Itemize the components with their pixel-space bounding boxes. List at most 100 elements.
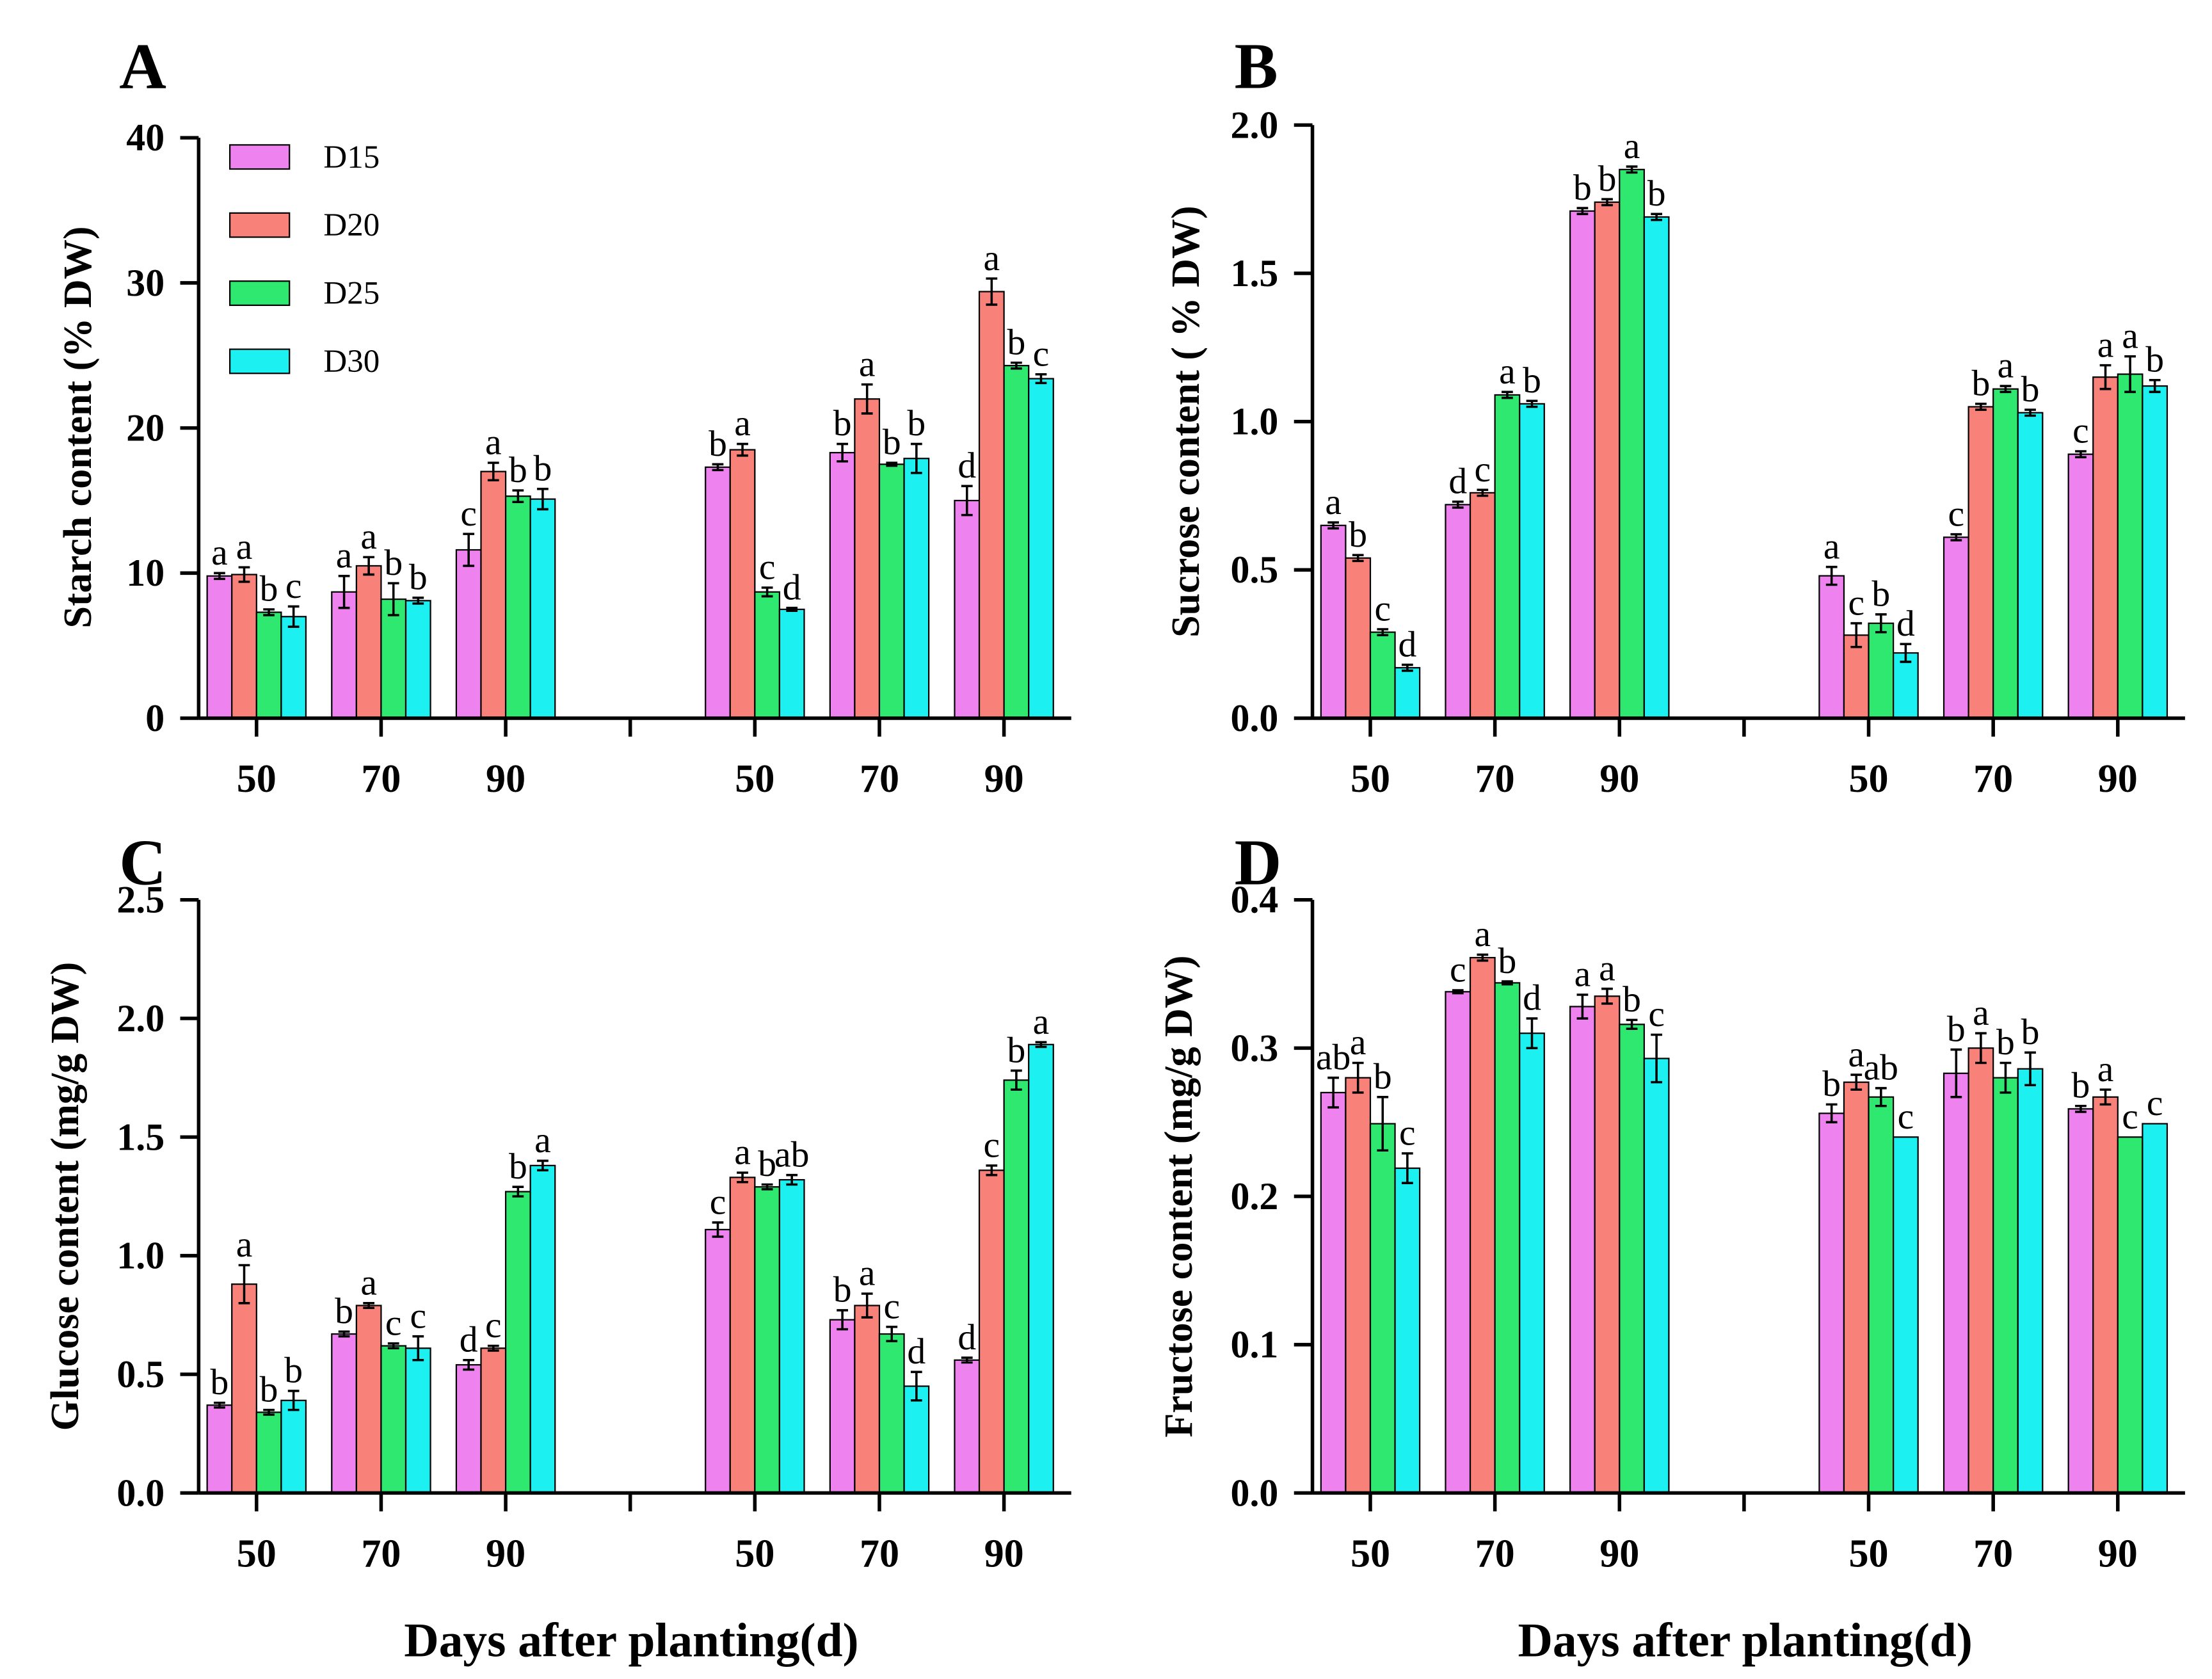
bar-d30 bbox=[1643, 1057, 1670, 1494]
significance-letter: a bbox=[859, 344, 876, 384]
significance-letter: b bbox=[534, 449, 552, 489]
y-tick-label: 2.5 bbox=[116, 879, 164, 921]
y-tick-label: 0.0 bbox=[1231, 1472, 1279, 1514]
x-tick-label: 70 bbox=[860, 1532, 899, 1576]
x-tick-label: 70 bbox=[361, 757, 401, 801]
bar-d20 bbox=[729, 449, 756, 719]
x-tick-label: 90 bbox=[2098, 1532, 2138, 1576]
significance-letter: b bbox=[833, 403, 852, 444]
significance-letter: c bbox=[1475, 449, 1491, 490]
bar-d30 bbox=[1519, 403, 1545, 719]
x-tick-label: 90 bbox=[2098, 757, 2138, 801]
y-tick-label: 0.5 bbox=[1231, 549, 1279, 591]
bar-d15 bbox=[331, 1333, 357, 1494]
significance-letter: b bbox=[509, 1146, 527, 1187]
panel-label-d: D bbox=[1235, 826, 1282, 899]
bar-d30 bbox=[778, 608, 805, 719]
bar-d20 bbox=[978, 291, 1005, 719]
significance-letter: b bbox=[1007, 322, 1025, 362]
significance-letter: b bbox=[1573, 168, 1592, 208]
bar-d25 bbox=[2117, 373, 2144, 719]
bar-d15 bbox=[829, 1319, 856, 1494]
significance-letter: d bbox=[460, 1319, 478, 1360]
significance-letter: a bbox=[1998, 346, 2014, 386]
x-axis-title-d: Days after planting(d) bbox=[1518, 1614, 1972, 1667]
significance-letter: a bbox=[1325, 482, 1342, 522]
significance-letter: b bbox=[1498, 941, 1517, 981]
bar-d20 bbox=[2092, 1096, 2119, 1494]
legend-swatch-d30 bbox=[229, 348, 291, 374]
y-tick-label: 30 bbox=[126, 262, 164, 304]
bar-d20 bbox=[480, 470, 507, 719]
bar-d25 bbox=[1369, 1123, 1396, 1494]
panel-label-b: B bbox=[1235, 31, 1278, 103]
significance-letter: c bbox=[1399, 1113, 1416, 1153]
x-tick-label: 90 bbox=[984, 757, 1024, 801]
significance-letter: b bbox=[1822, 1064, 1841, 1104]
bar-d30 bbox=[280, 616, 307, 719]
bar-d30 bbox=[1394, 667, 1421, 719]
bar-d25 bbox=[754, 591, 781, 719]
y-axis-title-a: Starch content (% DW) bbox=[56, 227, 100, 629]
bar-d25 bbox=[1494, 394, 1521, 719]
bar-d20 bbox=[1469, 492, 1496, 719]
bar-d20 bbox=[355, 1305, 382, 1494]
significance-letter: a bbox=[360, 517, 377, 557]
bar-d25 bbox=[1003, 365, 1030, 719]
significance-letter: b bbox=[284, 1351, 303, 1391]
x-tick-label: 90 bbox=[1599, 1532, 1639, 1576]
y-tick-label: 0.1 bbox=[1231, 1324, 1279, 1366]
bar-d20 bbox=[1594, 201, 1621, 719]
bar-d25 bbox=[2117, 1136, 2144, 1494]
significance-letter: b bbox=[335, 1291, 353, 1331]
x-tick-label: 70 bbox=[1973, 1532, 2013, 1576]
x-tick-label: 70 bbox=[1973, 757, 2013, 801]
bar-d20 bbox=[1469, 956, 1496, 1494]
bar-d15 bbox=[1569, 210, 1596, 719]
bar-d15 bbox=[1445, 504, 1471, 719]
bar-d20 bbox=[231, 574, 257, 719]
bar-d30 bbox=[405, 1347, 431, 1494]
significance-letter: a bbox=[236, 1225, 253, 1265]
y-tick-label: 1.0 bbox=[1231, 401, 1279, 443]
significance-letter: c bbox=[485, 1305, 502, 1346]
significance-letter: ab bbox=[774, 1134, 809, 1175]
significance-letter: c bbox=[1848, 582, 1864, 623]
significance-letter: b bbox=[1971, 364, 1990, 404]
y-tick-label: 0.4 bbox=[1231, 879, 1279, 921]
bar-d15 bbox=[829, 452, 856, 719]
significance-letter: b bbox=[1996, 1022, 2015, 1063]
bar-d15 bbox=[1943, 536, 1969, 719]
legend: D15 D20 D25 D30 bbox=[229, 140, 380, 380]
bar-d30 bbox=[1028, 378, 1054, 719]
significance-letter: b bbox=[2072, 1065, 2090, 1105]
significance-letter: a bbox=[2122, 316, 2138, 356]
significance-letter: c bbox=[1648, 994, 1665, 1034]
significance-letter: c bbox=[1374, 589, 1391, 629]
x-tick-label: 50 bbox=[1350, 1532, 1390, 1576]
significance-letter: d bbox=[907, 1331, 926, 1372]
y-tick-label: 10 bbox=[126, 552, 164, 594]
significance-letter: a bbox=[236, 527, 253, 567]
significance-letter: b bbox=[709, 424, 727, 464]
significance-letter: b bbox=[907, 403, 926, 444]
legend-swatch-d15 bbox=[229, 144, 291, 170]
bar-d30 bbox=[2142, 385, 2168, 719]
panel-b-sucrose-chart: B Sucrose content ( % DW) adbaccbcbcbaca… bbox=[1164, 31, 2185, 801]
bar-d25 bbox=[1992, 388, 2019, 719]
significance-letter: c bbox=[759, 547, 776, 588]
bar-d30 bbox=[778, 1178, 805, 1494]
bar-d20 bbox=[1345, 1077, 1372, 1494]
axes-d: 0.0 0.1 0.2 0.3 0.4 50 70 90 50 70 90 bbox=[1231, 879, 2185, 1576]
x-tick-label: 50 bbox=[735, 1532, 774, 1576]
significance-letter: c bbox=[1948, 494, 1965, 534]
bar-d20 bbox=[1594, 995, 1621, 1494]
y-tick-label: 0.0 bbox=[116, 1472, 164, 1514]
bar-d20 bbox=[480, 1347, 507, 1494]
panel-c-glucose-chart: C Glucose content (mg/g DW) Days after p… bbox=[44, 826, 1071, 1667]
bar-d25 bbox=[878, 463, 905, 719]
bar-d20 bbox=[355, 565, 382, 719]
significance-letter: a bbox=[485, 422, 502, 463]
